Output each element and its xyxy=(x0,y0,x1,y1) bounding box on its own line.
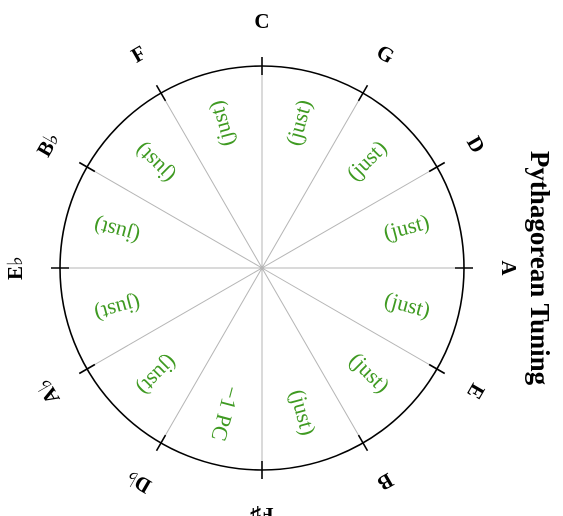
note-label: E xyxy=(462,380,490,404)
interval-label: (just) xyxy=(341,135,392,186)
tick xyxy=(428,363,446,375)
spoke xyxy=(261,166,438,269)
note-label: F♯ xyxy=(250,503,274,516)
note-label: B♭ xyxy=(32,128,65,161)
spoke xyxy=(160,267,263,444)
spoke xyxy=(261,267,364,444)
tick xyxy=(78,161,96,173)
tick xyxy=(428,161,446,173)
interval-label: (just) xyxy=(382,286,433,322)
note-label: A♭ xyxy=(31,375,64,409)
interval-label: (just) xyxy=(285,387,321,438)
interval-label: (just) xyxy=(92,291,143,327)
spoke xyxy=(160,92,263,269)
note-label: F xyxy=(127,40,150,67)
interval-label: (just) xyxy=(381,209,432,245)
interval-label: (just) xyxy=(345,347,396,398)
tick xyxy=(155,434,167,452)
spoke xyxy=(86,267,263,370)
interval-label: (just) xyxy=(129,138,180,189)
interval-label: −1 PC xyxy=(206,383,245,443)
tick xyxy=(155,84,167,102)
interval-label: (just) xyxy=(280,97,316,148)
interval-label: (just) xyxy=(132,351,183,402)
note-label: C xyxy=(254,9,269,33)
note-label: D xyxy=(462,132,490,157)
tick xyxy=(78,363,96,375)
spoke xyxy=(261,267,438,370)
interval-label: (just) xyxy=(203,98,239,149)
title: Pythagorean Tuning xyxy=(525,151,555,386)
note-label: D♭ xyxy=(122,465,156,498)
tick xyxy=(357,84,369,102)
note-label: E♭ xyxy=(3,256,27,280)
spoke xyxy=(261,92,364,269)
tick xyxy=(357,434,369,452)
interval-label: (just) xyxy=(91,213,142,249)
note-label: A xyxy=(497,260,521,276)
spoke xyxy=(86,166,263,269)
note-label: B xyxy=(374,468,398,496)
note-label: G xyxy=(373,39,399,68)
